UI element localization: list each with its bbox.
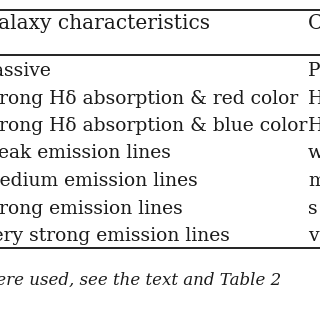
Text: w: w — [308, 145, 320, 163]
Text: m: m — [308, 172, 320, 190]
Text: strong Hδ absorption & blue color: strong Hδ absorption & blue color — [0, 117, 308, 135]
Text: H: H — [308, 90, 320, 108]
Text: very strong emission lines: very strong emission lines — [0, 227, 230, 245]
Text: weak emission lines: weak emission lines — [0, 145, 171, 163]
Text: P: P — [308, 62, 320, 80]
Text: strong emission lines: strong emission lines — [0, 199, 183, 218]
Text: s: s — [308, 199, 318, 218]
Text: C: C — [308, 14, 320, 33]
Text: medium emission lines: medium emission lines — [0, 172, 198, 190]
Text: passive: passive — [0, 62, 52, 80]
Text: Galaxy characteristics: Galaxy characteristics — [0, 14, 210, 33]
Text: were used, see the text and Table 2: were used, see the text and Table 2 — [0, 272, 281, 289]
Text: H: H — [308, 117, 320, 135]
Text: v: v — [308, 227, 319, 245]
Text: strong Hδ absorption & red color: strong Hδ absorption & red color — [0, 90, 298, 108]
